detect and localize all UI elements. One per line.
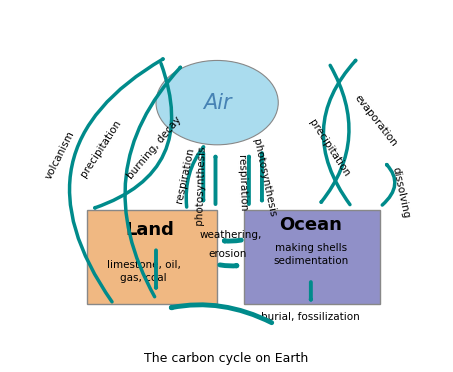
Bar — [87, 210, 217, 304]
Text: precipitation: precipitation — [78, 118, 123, 179]
Text: volcanism: volcanism — [43, 129, 76, 181]
Text: Land: Land — [125, 221, 174, 239]
Text: weathering,: weathering, — [200, 230, 262, 240]
Text: burning, decay: burning, decay — [125, 115, 183, 182]
Text: respiration: respiration — [174, 147, 195, 204]
Text: dissolving: dissolving — [390, 166, 411, 219]
FancyArrowPatch shape — [186, 147, 203, 207]
Text: limestone, oil,
gas, coal: limestone, oil, gas, coal — [107, 260, 181, 283]
Ellipse shape — [156, 60, 278, 145]
FancyArrowPatch shape — [382, 164, 395, 205]
FancyArrowPatch shape — [321, 65, 349, 202]
Text: burial, fossilization: burial, fossilization — [261, 312, 360, 322]
FancyArrowPatch shape — [95, 64, 172, 208]
FancyArrowPatch shape — [323, 60, 356, 205]
Text: respiration: respiration — [236, 155, 247, 211]
Bar — [244, 210, 380, 304]
Text: evaporation: evaporation — [353, 93, 400, 148]
Text: Ocean: Ocean — [280, 216, 342, 234]
FancyArrowPatch shape — [171, 305, 272, 323]
FancyArrowPatch shape — [125, 67, 180, 297]
Text: erosion: erosion — [208, 250, 247, 260]
Text: photosynthesis: photosynthesis — [193, 145, 207, 225]
Text: Air: Air — [203, 93, 231, 113]
Text: photosynthesis: photosynthesis — [251, 138, 278, 218]
FancyArrowPatch shape — [220, 265, 237, 266]
Text: making shells
sedimentation: making shells sedimentation — [273, 243, 348, 266]
FancyArrowPatch shape — [224, 240, 241, 241]
FancyArrowPatch shape — [69, 59, 163, 302]
Text: precipitation: precipitation — [308, 118, 352, 179]
Text: The carbon cycle on Earth: The carbon cycle on Earth — [145, 352, 308, 365]
